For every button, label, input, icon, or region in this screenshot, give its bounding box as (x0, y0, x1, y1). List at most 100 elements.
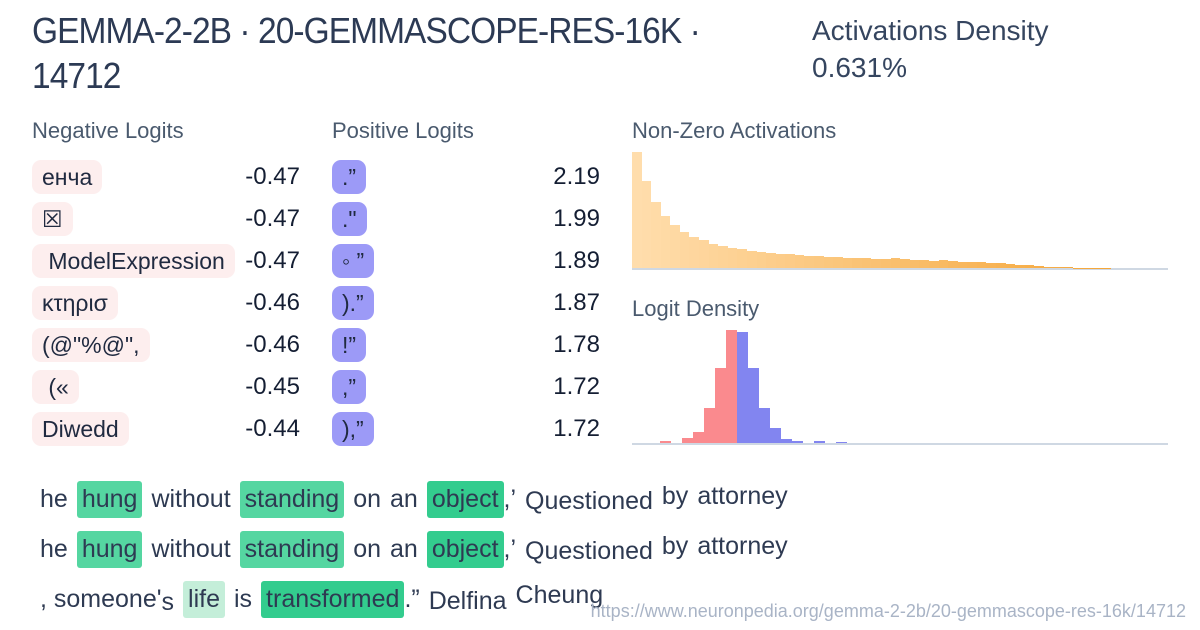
context-token: an (390, 535, 418, 563)
pos-token-chip: ." (332, 202, 367, 236)
logit-histogram-bar-blue (836, 441, 847, 443)
logit-density-histogram (632, 330, 1168, 445)
neg-logit-value: -0.46 (245, 289, 300, 316)
activation-histogram-bar (852, 257, 862, 268)
context-token: attorney (697, 532, 788, 560)
activation-histogram-bar (651, 201, 661, 268)
context-token: Delfina (428, 587, 507, 615)
context-token: attorney (697, 482, 788, 510)
pos-logit-row: ,” 1.72 (332, 366, 600, 408)
snippet-line: he hung without standing on an object,’ Questio… (40, 474, 1190, 524)
neg-token-chip: (« (32, 370, 79, 404)
logit-histogram-bar-red (660, 441, 671, 443)
activation-histogram-bar (785, 254, 795, 268)
neg-logit-value: -0.46 (245, 331, 300, 358)
logit-histogram-bar-blue (814, 441, 825, 443)
logit-histogram-bar-blue (781, 439, 792, 443)
neg-logit-value: -0.47 (245, 163, 300, 190)
negative-logits-header: Negative Logits (32, 118, 184, 143)
activation-histogram-bar (1043, 266, 1054, 268)
neg-logit-value: -0.47 (245, 247, 300, 274)
pos-logit-row: ),” 1.72 (332, 408, 600, 450)
context-token: he (40, 535, 68, 563)
activation-histogram-bar (679, 232, 690, 268)
snippet-line: he hung without standing on an object,’ Questio… (40, 524, 1190, 574)
pos-logit-value: 2.19 (553, 163, 600, 190)
activation-histogram-bar (718, 245, 728, 268)
context-token: s (161, 588, 175, 616)
activation-histogram-bar (1034, 266, 1044, 268)
nonzero-activations-header: Non-Zero Activations (632, 118, 837, 143)
neg-token-chip: енча (32, 160, 103, 194)
activation-histogram-bar (928, 260, 939, 268)
neg-token-chip: (@"%@", (32, 328, 150, 362)
activations-density-value: 0.631% (812, 52, 907, 83)
neg-logit-row: (@"%@", -0.46 (32, 324, 300, 366)
page-title-line2: 14712 (32, 55, 121, 96)
activation-histogram-bar (1053, 267, 1064, 268)
positive-logits-list: .” 2.19 ." 1.99 ◦ ” 1.89).” 1.87 !” 1.78 ,” 1.72),… (332, 156, 600, 450)
activation-histogram-bar (1063, 267, 1073, 268)
activation-histogram-bar (766, 252, 776, 268)
pos-logit-row: ." 1.99 (332, 198, 600, 240)
neg-logit-row: енча -0.47 (32, 156, 300, 198)
neg-token-chip: Diwedd (32, 412, 129, 446)
context-token: he (40, 485, 68, 513)
activation-token: hung (76, 531, 143, 568)
pos-logit-value: 1.89 (553, 247, 600, 274)
context-token: ,’ (503, 485, 517, 513)
pos-logit-row: ◦ ” 1.89 (332, 240, 600, 282)
logit-histogram-bar-blue (748, 368, 759, 443)
context-token: by (661, 482, 689, 510)
neg-token-chip: ModelExpression (32, 244, 235, 278)
activation-histogram-bar (1024, 265, 1035, 268)
context-token: is (233, 585, 253, 613)
page-title: GEMMA-2-2B · 20-GEMMASCOPE-RES-16K · 147… (32, 8, 701, 98)
activation-histogram-bar (670, 225, 680, 268)
neg-logit-value: -0.44 (245, 415, 300, 442)
neg-logit-row: (« -0.45 (32, 366, 300, 408)
logit-density-header: Logit Density (632, 296, 760, 321)
activation-histogram-bar (948, 261, 958, 268)
activation-histogram-bar (641, 181, 652, 268)
pos-logit-value: 1.78 (553, 331, 600, 358)
activation-histogram-bar (900, 259, 910, 268)
activation-token: hung (76, 481, 143, 518)
neg-logit-row: ☒ -0.47 (32, 198, 300, 240)
activation-histogram-bar (976, 261, 987, 268)
activation-histogram-bar (632, 152, 642, 268)
activation-histogram-bar (871, 258, 882, 268)
logit-histogram-bar-blue (737, 332, 748, 443)
logit-histogram-bar-red (726, 330, 737, 443)
activation-histogram-bar (957, 261, 968, 268)
activation-histogram-bar (746, 250, 757, 268)
neg-logit-row: ModelExpression -0.47 (32, 240, 300, 282)
nonzero-activations-histogram (632, 152, 1168, 270)
activation-token: life (183, 581, 225, 618)
positive-logits-header: Positive Logits (332, 118, 474, 143)
pos-logit-value: 1.99 (553, 205, 600, 232)
activations-density-label: Activations Density (812, 15, 1049, 46)
pos-logit-row: !” 1.78 (332, 324, 600, 366)
pos-token-chip: !” (332, 328, 367, 362)
logit-histogram-bar-blue (792, 440, 803, 443)
context-token: Cheung (515, 581, 604, 609)
neg-logit-row: Diwedd -0.44 (32, 408, 300, 450)
share-url[interactable]: https://www.neuronpedia.org/gemma-2-2b/2… (590, 601, 1186, 621)
activation-histogram-bar (689, 236, 700, 268)
activation-histogram-bar (967, 262, 977, 268)
activation-histogram-bar (986, 262, 996, 268)
neg-token-chip: ☒ (32, 202, 73, 236)
positive-logits-section: Positive Logits .” 2.19 ." 1.99 ◦ ” 1.89).” 1.… (332, 118, 600, 450)
negative-logits-section: Negative Logits енча -0.47 ☒ -0.47 ModelExp… (32, 118, 300, 450)
context-token: on (353, 485, 381, 513)
activation-histogram-bar (938, 260, 949, 268)
pos-token-chip: .” (332, 160, 367, 194)
pos-logit-row: .” 2.19 (332, 156, 600, 198)
activations-density-stat: Activations Density 0.631% (812, 12, 1049, 86)
pos-logit-value: 1.72 (553, 415, 600, 442)
activation-histogram-bar (699, 240, 709, 268)
activation-histogram-bar (794, 255, 805, 268)
neg-logit-value: -0.47 (245, 205, 300, 232)
